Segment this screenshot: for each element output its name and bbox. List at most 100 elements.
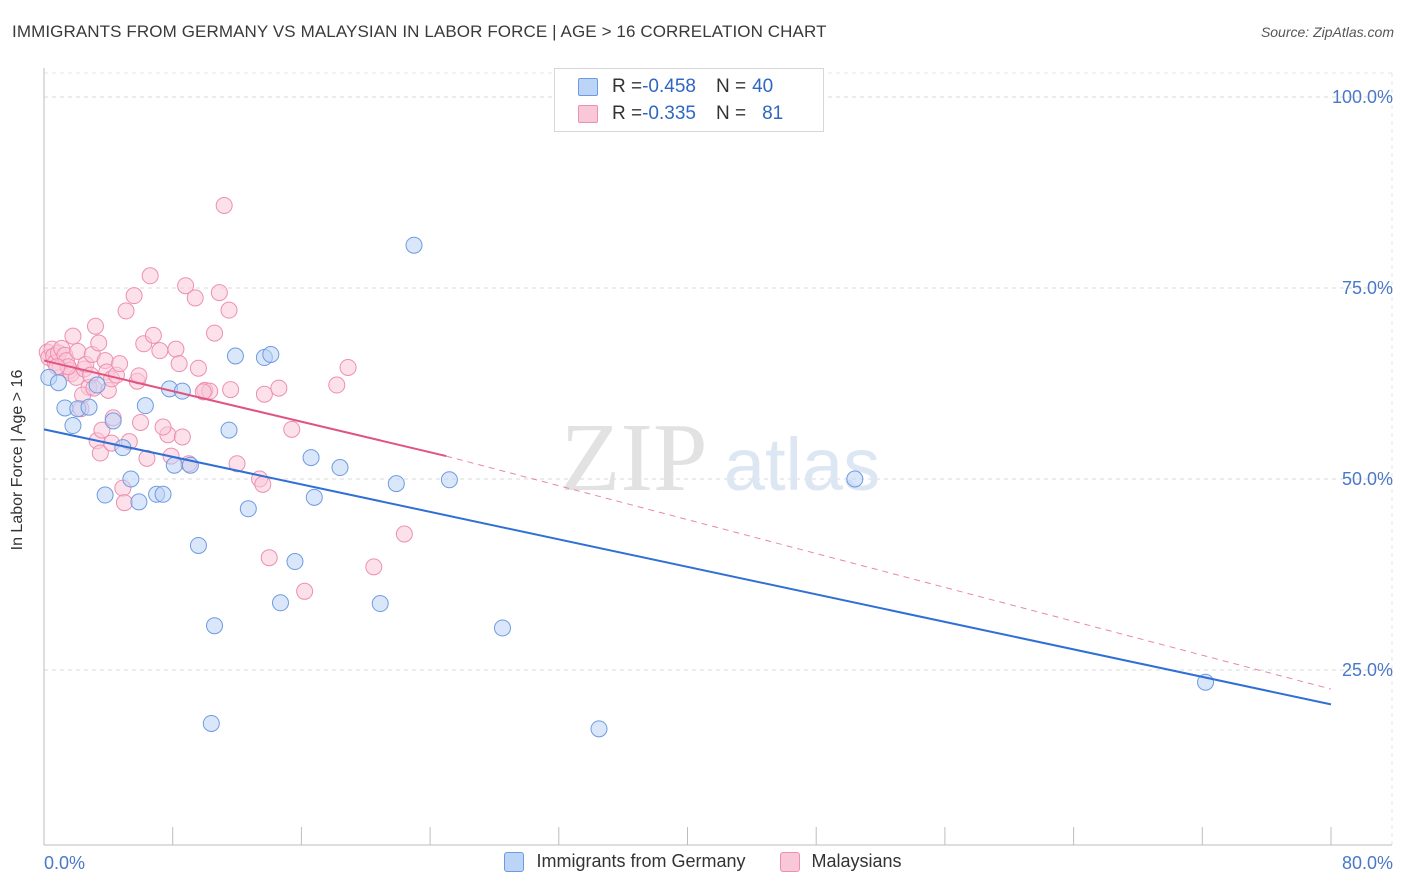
legend-item-germany[interactable]: Immigrants from Germany: [504, 851, 746, 872]
data-points: [38, 196, 1215, 738]
point-germany: [271, 594, 289, 612]
point-malaysians: [283, 420, 301, 438]
r-label: R =: [612, 103, 643, 124]
y-tick-label: 50.0%: [1342, 469, 1393, 489]
point-germany: [136, 397, 154, 415]
y-axis-title: In Labor Force | Age > 16: [9, 369, 26, 551]
point-germany: [405, 236, 423, 254]
point-malaysians: [228, 455, 246, 473]
x-tick-label-min: 0.0%: [44, 853, 85, 873]
point-germany: [846, 470, 864, 488]
point-germany: [331, 459, 349, 477]
point-germany: [49, 374, 67, 392]
point-malaysians: [339, 358, 357, 376]
n-value: 81: [762, 103, 784, 124]
point-germany: [493, 619, 511, 637]
tick-labels: 25.0% 50.0% 75.0% 100.0% 0.0% 80.0%: [44, 87, 1393, 873]
stats-box: R = -0.458 N = 40 R = -0.335 N = 81: [554, 68, 824, 132]
gridlines: [44, 72, 1393, 845]
trend-line-malaysians: [43, 359, 447, 458]
point-malaysians: [90, 334, 108, 352]
point-germany: [371, 595, 389, 613]
point-germany: [239, 500, 257, 518]
swatch-germany: [578, 78, 598, 96]
point-malaysians: [254, 475, 272, 493]
point-malaysians: [194, 383, 212, 401]
watermark: ZIP atlas: [561, 404, 881, 512]
n-label: N =: [715, 76, 747, 97]
point-malaysians: [328, 376, 346, 394]
point-germany: [80, 398, 98, 416]
point-germany: [305, 488, 323, 506]
point-malaysians: [365, 558, 383, 576]
watermark-atlas: atlas: [724, 423, 880, 506]
point-malaysians: [86, 317, 104, 335]
point-malaysians: [173, 428, 191, 446]
point-malaysians: [91, 444, 109, 462]
point-malaysians: [167, 340, 185, 358]
point-germany: [387, 475, 405, 493]
source-credit: Source: ZipAtlas.com: [1260, 24, 1394, 40]
trend-line-germany: [43, 428, 1332, 706]
point-malaysians: [220, 301, 238, 319]
n-label: N =: [715, 103, 747, 124]
point-malaysians: [296, 582, 314, 600]
trend-lines: [43, 359, 1332, 706]
point-malaysians: [260, 549, 278, 567]
point-malaysians: [154, 418, 172, 436]
r-value: -0.335: [642, 103, 696, 124]
point-germany: [104, 412, 122, 430]
point-germany: [130, 493, 148, 511]
legend-item-malaysians[interactable]: Malaysians: [779, 851, 902, 872]
point-germany: [122, 470, 140, 488]
point-malaysians: [111, 355, 129, 373]
point-germany: [202, 714, 220, 732]
stats-row-germany: R = -0.458 N = 40: [555, 73, 773, 101]
point-germany: [286, 553, 304, 571]
trend-line-malaysians-extrapolated: [446, 455, 1332, 690]
point-malaysians: [132, 413, 150, 431]
point-germany: [590, 720, 608, 738]
legend: Immigrants from Germany Malaysians: [0, 851, 1406, 872]
point-germany: [96, 486, 114, 504]
point-malaysians: [222, 381, 240, 399]
point-malaysians: [144, 326, 162, 344]
y-tick-label: 75.0%: [1342, 278, 1393, 298]
legend-swatch-germany: [504, 851, 525, 872]
point-germany: [440, 471, 458, 489]
point-malaysians: [117, 302, 135, 320]
point-germany: [165, 456, 183, 474]
point-germany: [154, 485, 172, 503]
point-malaysians: [64, 327, 82, 345]
point-malaysians: [210, 284, 228, 302]
stats-row-malaysians: R = -0.335 N = 81: [555, 100, 783, 128]
y-tick-label: 25.0%: [1342, 660, 1393, 680]
point-malaysians: [186, 289, 204, 307]
r-label: R =: [612, 76, 643, 97]
legend-swatch-malaysians: [779, 851, 800, 872]
y-axis-title-wrap: In Labor Force | Age > 16: [9, 370, 27, 551]
point-germany: [220, 421, 238, 439]
point-germany: [189, 536, 207, 554]
point-malaysians: [177, 277, 195, 295]
point-germany: [262, 345, 280, 363]
legend-label: Immigrants from Germany: [536, 851, 746, 871]
point-malaysians: [170, 355, 188, 373]
point-malaysians: [115, 494, 133, 512]
point-germany: [206, 617, 224, 635]
n-value: 40: [752, 76, 774, 97]
point-malaysians: [125, 287, 143, 305]
x-tick-label-max: 80.0%: [1342, 853, 1393, 873]
chart-title: IMMIGRANTS FROM GERMANY VS MALAYSIAN IN …: [12, 22, 827, 41]
r-value: -0.458: [642, 76, 696, 97]
point-malaysians: [189, 359, 207, 377]
point-germany: [302, 449, 320, 467]
point-malaysians: [395, 525, 413, 543]
swatch-malaysians: [578, 105, 598, 123]
point-malaysians: [151, 342, 169, 360]
axes: [43, 68, 1392, 846]
point-germany: [64, 417, 82, 435]
legend-label: Malaysians: [811, 851, 902, 871]
point-germany: [88, 376, 106, 394]
